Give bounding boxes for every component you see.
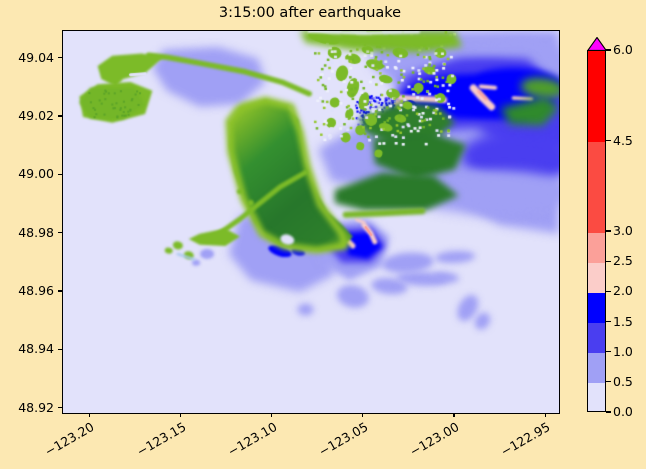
colorbar-band <box>588 353 605 384</box>
colorbar-over-arrow-icon <box>587 37 607 51</box>
x-tick-label: −123.15 <box>132 419 188 460</box>
colorbar-tick-label: 2.5 <box>613 253 633 268</box>
colorbar-band <box>588 383 605 412</box>
y-tick-label: 49.02 <box>2 108 54 123</box>
y-tick-label: 48.92 <box>2 400 54 415</box>
y-tick-mark <box>58 115 62 116</box>
colorbar-band <box>588 51 605 142</box>
colorbar-band <box>588 232 605 263</box>
colorbar[interactable] <box>587 50 606 412</box>
y-tick-label: 48.98 <box>2 225 54 240</box>
colorbar-tick-label: 0.0 <box>613 404 633 419</box>
x-tick-label: −122.95 <box>497 419 553 460</box>
y-tick-label: 48.96 <box>2 283 54 298</box>
x-tick-label: −123.05 <box>314 419 370 460</box>
y-tick-label: 48.94 <box>2 341 54 356</box>
colorbar-tick-label: 2.0 <box>613 283 633 298</box>
figure-canvas: 3:15:00 after earthquake 48.92 48.94 48.96… <box>0 0 646 469</box>
y-tick-label: 49.04 <box>2 50 54 65</box>
colorbar-tick-mark <box>606 351 611 352</box>
colorbar-band <box>588 142 605 233</box>
inundation-heatmap <box>63 31 559 413</box>
colorbar-tick-label: 1.0 <box>613 344 633 359</box>
colorbar-tick-label: 6.0 <box>613 42 633 57</box>
y-tick-label: 49.00 <box>2 166 54 181</box>
map-plot-area[interactable] <box>62 30 560 414</box>
colorbar-tick-label: 1.5 <box>613 314 633 329</box>
x-tick-label: −123.00 <box>406 419 462 460</box>
y-tick-mark <box>58 290 62 291</box>
y-tick-mark <box>58 174 62 175</box>
y-tick-mark <box>58 57 62 58</box>
colorbar-band <box>588 323 605 354</box>
colorbar-tick-mark <box>606 411 611 412</box>
colorbar-tick-mark <box>606 381 611 382</box>
colorbar-gradient <box>587 50 606 412</box>
colorbar-band <box>588 292 605 323</box>
colorbar-tick-label: 0.5 <box>613 374 633 389</box>
colorbar-tick-mark <box>606 230 611 231</box>
colorbar-tick-mark <box>606 291 611 292</box>
colorbar-tick-mark <box>606 261 611 262</box>
colorbar-tick-label: 4.5 <box>613 133 633 148</box>
y-axis: 48.92 48.94 48.96 48.98 49.00 49.02 49.04 <box>0 0 62 469</box>
colorbar-tick-mark <box>606 49 611 50</box>
colorbar-tick-mark <box>606 321 611 322</box>
page-title: 3:15:00 after earthquake <box>62 5 558 21</box>
colorbar-tick-mark <box>606 140 611 141</box>
colorbar-tick-label: 3.0 <box>613 223 633 238</box>
y-tick-mark <box>58 349 62 350</box>
y-tick-mark <box>58 232 62 233</box>
x-tick-label: −123.10 <box>223 419 279 460</box>
y-tick-mark <box>58 407 62 408</box>
colorbar-band <box>588 262 605 293</box>
